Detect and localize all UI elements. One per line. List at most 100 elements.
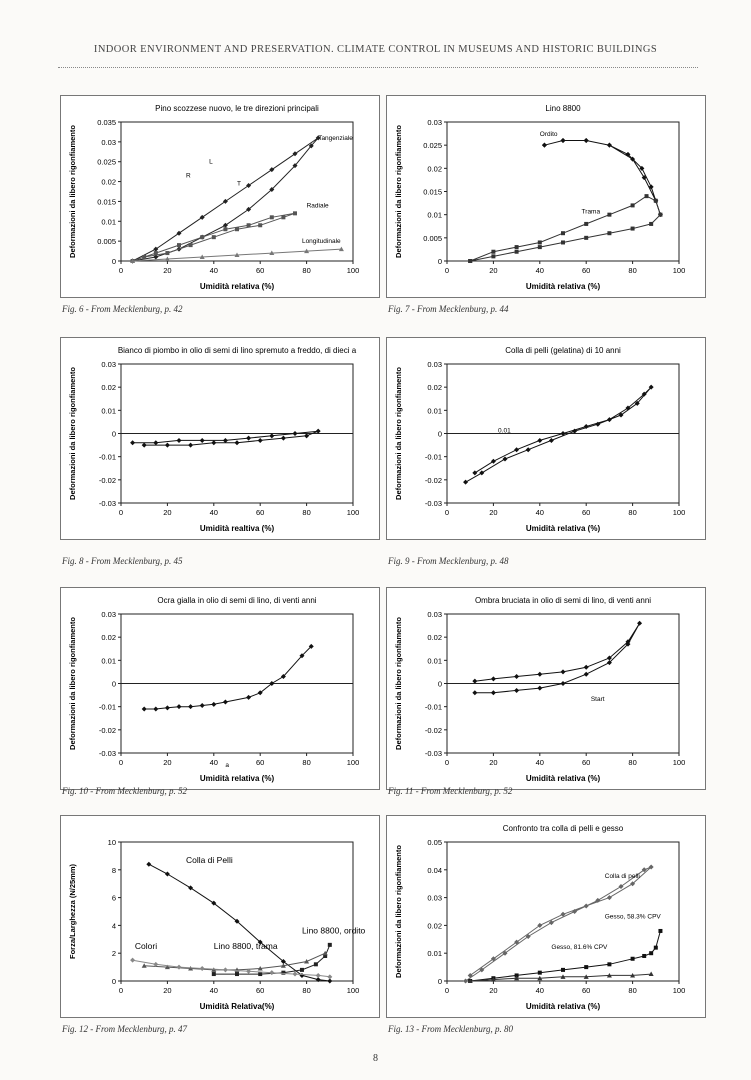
data-point: [176, 230, 182, 236]
data-point: [490, 977, 496, 982]
data-point: [630, 156, 636, 162]
data-point: [269, 681, 275, 686]
x-tick-label: 80: [628, 986, 636, 995]
data-point: [308, 143, 314, 149]
data-point: [269, 167, 275, 173]
data-point: [327, 974, 333, 980]
data-point: [327, 978, 333, 984]
data-point: [583, 664, 589, 670]
series-line: [470, 195, 661, 262]
data-point: [606, 655, 612, 661]
y-tick-label: -0.02: [99, 476, 116, 485]
data-point: [222, 222, 228, 228]
x-tick-label: 40: [536, 508, 544, 517]
y-tick-label: 0.005: [97, 237, 116, 246]
y-tick-label: 0: [112, 430, 116, 439]
chart-title: Pino scozzese nuovo, le tre direzioni pr…: [155, 104, 319, 113]
data-point: [258, 223, 263, 228]
data-point: [479, 470, 485, 476]
y-tick-label: 0.03: [101, 610, 116, 619]
data-point: [269, 433, 275, 439]
data-point: [234, 918, 240, 924]
header-rule: [58, 67, 698, 68]
y-tick-label: 0.02: [427, 633, 442, 642]
x-tick-label: 40: [536, 266, 544, 275]
data-point: [560, 138, 566, 144]
y-tick-label: 2: [112, 949, 116, 958]
data-point: [257, 939, 263, 945]
data-point: [211, 235, 216, 240]
figure-9-chart: Colla di pelli (gelatina) di 10 anni -0.0…: [394, 346, 685, 533]
data-point: [560, 431, 566, 436]
x-tick-label: 0: [119, 986, 123, 995]
figure-13-panel: Confronto tra colla di pelli e gesso 0 0.0…: [386, 815, 706, 1018]
data-point: [537, 671, 543, 677]
y-axis-label: Deformazioni da libero rigonfiamento: [68, 125, 77, 258]
plot-area: [446, 841, 680, 982]
data-point: [280, 959, 286, 965]
data-point: [490, 458, 496, 464]
data-point: [322, 950, 328, 956]
data-point: [164, 442, 170, 448]
y-tick-label: 0.01: [427, 949, 442, 958]
data-point: [280, 435, 286, 441]
data-point: [648, 971, 654, 977]
data-point: [315, 135, 321, 141]
y-axis-label: Deformazioni da libero rigonfiamento: [394, 367, 403, 500]
y-tick-label: 0.02: [427, 921, 442, 930]
data-point: [257, 965, 263, 971]
x-tick-label: 80: [628, 758, 636, 767]
data-point: [222, 967, 228, 973]
plot-area: [120, 121, 354, 262]
data-point: [211, 701, 217, 707]
chart-title: Bianco di piombo in olio di semi di lino…: [118, 346, 357, 355]
y-tick-label: 0.03: [427, 610, 442, 619]
y-tick-label: 0.01: [101, 656, 116, 665]
y-tick-label: -0.03: [99, 749, 116, 758]
y-tick-label: 0.035: [97, 118, 116, 127]
data-point: [648, 384, 654, 390]
series-line: [132, 137, 319, 262]
chart-title: Confronto tra colla di pelli e gesso: [503, 824, 624, 833]
data-point: [658, 212, 663, 217]
figure-11-chart: Ombra bruciata in olio di semi di lino, …: [394, 596, 685, 783]
data-point: [649, 221, 654, 226]
y-tick-label: 0: [112, 257, 116, 266]
x-axis-label: Umidità relativa (%): [526, 282, 601, 291]
y-axis-label: Deformazioni da libero rigonfiamento: [68, 367, 77, 500]
data-point: [537, 922, 543, 928]
y-tick-label: 0: [438, 977, 442, 986]
data-point: [491, 254, 496, 259]
data-point: [634, 400, 640, 406]
data-point: [572, 909, 578, 914]
y-tick-label: 0.03: [427, 118, 442, 127]
series-line: [470, 930, 661, 982]
y-tick-label: 0.015: [423, 188, 442, 197]
x-tick-label: 0: [445, 986, 449, 995]
data-point: [164, 705, 170, 711]
data-point: [313, 962, 318, 967]
data-point: [607, 962, 612, 967]
y-tick-label: 0.01: [101, 217, 116, 226]
data-point: [199, 254, 205, 260]
x-tick-label: 20: [489, 986, 497, 995]
data-point: [625, 405, 631, 411]
y-tick-label: 0.02: [101, 383, 116, 392]
data-point: [281, 215, 286, 220]
data-point: [153, 706, 159, 712]
data-point: [130, 258, 136, 263]
y-tick-label: 0.02: [427, 164, 442, 173]
data-point: [222, 699, 228, 705]
x-tick-label: 100: [347, 508, 360, 517]
chart-title: Colla di pelli (gelatina) di 10 anni: [505, 346, 621, 355]
data-point: [525, 934, 531, 940]
data-point: [514, 245, 519, 250]
data-point: [514, 249, 519, 254]
data-point: [130, 440, 136, 446]
data-point: [176, 964, 182, 970]
annotation: Trama: [582, 209, 601, 216]
data-point: [246, 223, 251, 228]
x-axis-label: Umidità realtiva (%): [200, 524, 275, 533]
y-tick-label: 0.02: [101, 633, 116, 642]
y-tick-label: 0: [112, 680, 116, 689]
